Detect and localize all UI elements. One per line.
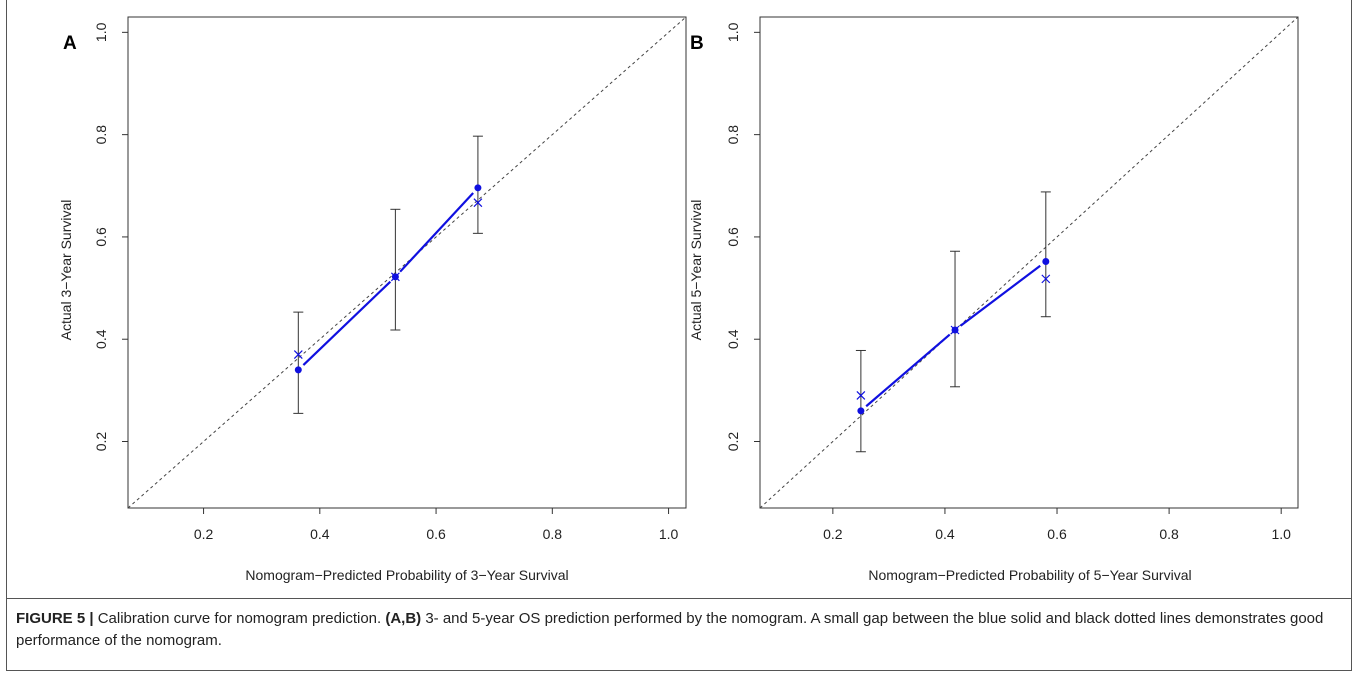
- caption-divider: [6, 598, 1352, 599]
- reference-diagonal-line: [127, 16, 687, 509]
- y-tick-label: 0.4: [725, 329, 741, 349]
- bias-corrected-x-marker: [293, 350, 303, 359]
- y-axis-title-a: Actual 3−Year Survival: [58, 200, 74, 341]
- y-tick-label: 1.0: [725, 22, 741, 42]
- caption-panel-ref: (A,B): [385, 610, 422, 627]
- reference-diagonal-line: [759, 16, 1299, 509]
- calibration-curve-segment: [302, 280, 392, 366]
- figure-caption: FIGURE 5 | Calibration curve for nomogra…: [16, 608, 1341, 652]
- x-tick-label: 0.6: [426, 526, 446, 542]
- panel-letter-a: A: [63, 33, 77, 54]
- caption-label: FIGURE 5 |: [16, 610, 94, 627]
- x-tick-label: 0.8: [543, 526, 563, 542]
- plot-frame: [127, 16, 687, 509]
- x-axis-title-b: Nomogram−Predicted Probability of 5−Year…: [868, 567, 1191, 583]
- caption-text-part1: Calibration curve for nomogram predictio…: [93, 610, 386, 627]
- plot-frame: [759, 16, 1299, 509]
- x-tick-label: 0.6: [1047, 526, 1067, 542]
- x-axis-title-a: Nomogram−Predicted Probability of 3−Year…: [245, 567, 568, 583]
- calibration-point: [474, 184, 482, 192]
- calibration-point: [294, 366, 302, 374]
- y-tick-label: 1.0: [93, 22, 109, 42]
- bias-corrected-x-marker: [390, 272, 400, 282]
- x-tick-label: 0.8: [1159, 526, 1179, 542]
- x-tick-label: 0.4: [935, 526, 955, 542]
- calibration-figure: A Nomogram−Predicted Probability of 3−Ye…: [58, 16, 1299, 583]
- calibration-point: [857, 407, 865, 415]
- caption-text-part2: 3- and 5-year OS prediction performed by…: [16, 610, 1324, 649]
- bias-corrected-x-marker: [856, 391, 866, 400]
- bias-corrected-x-marker: [950, 325, 960, 335]
- y-tick-label: 0.8: [725, 125, 741, 145]
- x-tick-label: 0.2: [823, 526, 843, 542]
- y-tick-label: 0.4: [93, 329, 109, 349]
- panel-letter-b: B: [690, 33, 704, 54]
- calibration-point: [1042, 257, 1050, 265]
- panel-b: B Nomogram−Predicted Probability of 5−Ye…: [688, 16, 1299, 583]
- calibration-curve-segment: [959, 264, 1041, 327]
- calibration-curve-segment: [399, 192, 474, 273]
- y-tick-label: 0.6: [725, 227, 741, 247]
- bias-corrected-x-marker: [1041, 274, 1051, 284]
- x-tick-label: 1.0: [659, 526, 679, 542]
- y-tick-label: 0.6: [93, 227, 109, 247]
- y-tick-label: 0.8: [93, 125, 109, 145]
- x-tick-label: 1.0: [1271, 526, 1291, 542]
- figure-frame: [6, 0, 1352, 671]
- bias-corrected-x-marker: [473, 198, 483, 208]
- x-tick-label: 0.2: [194, 526, 214, 542]
- calibration-curve-segment: [865, 333, 951, 408]
- y-tick-label: 0.2: [725, 432, 741, 452]
- panel-a: A Nomogram−Predicted Probability of 3−Ye…: [58, 16, 687, 583]
- y-axis-title-b: Actual 5−Year Survival: [688, 200, 704, 341]
- x-tick-label: 0.4: [310, 526, 330, 542]
- y-tick-label: 0.2: [93, 432, 109, 452]
